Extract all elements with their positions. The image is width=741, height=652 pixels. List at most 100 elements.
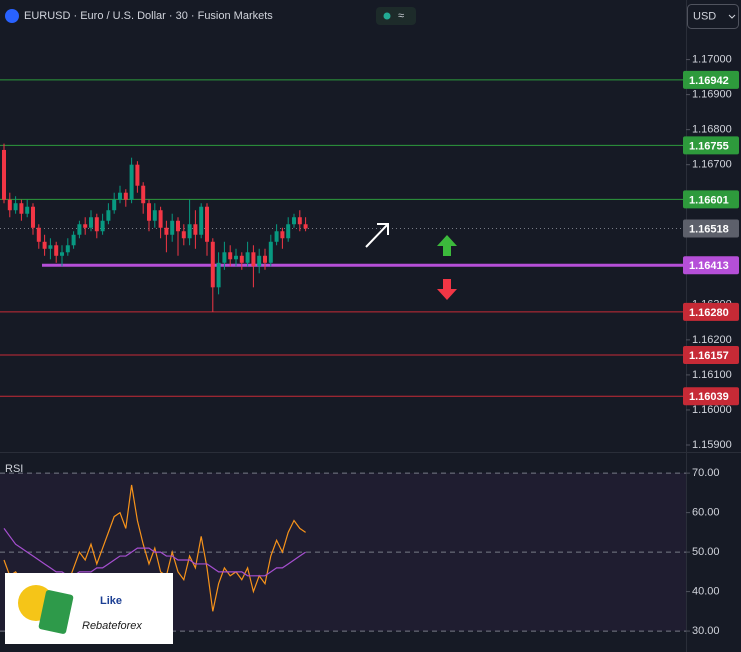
candle-body xyxy=(118,192,122,200)
candle-body xyxy=(280,231,285,239)
logo-note xyxy=(38,590,74,634)
candle-body xyxy=(65,245,70,253)
candle-body xyxy=(251,252,256,267)
candle-body xyxy=(100,220,105,232)
y-tick-label: 1.16800 xyxy=(692,124,732,136)
status-dot xyxy=(383,12,391,20)
candle-body xyxy=(83,224,88,228)
candle-body xyxy=(210,241,215,288)
y-tick-label: 60.00 xyxy=(692,507,720,519)
candle-body xyxy=(170,220,175,235)
candle-body xyxy=(286,224,291,239)
level-label: 1.16942 xyxy=(689,75,729,87)
candle-body xyxy=(13,203,18,211)
logo-like: Like xyxy=(100,595,122,607)
status-badge xyxy=(376,7,416,25)
candle-body xyxy=(112,199,117,211)
candle-body xyxy=(129,164,134,200)
level-label-box xyxy=(683,256,739,275)
candle-body xyxy=(54,245,59,256)
candle-body xyxy=(2,149,6,200)
candle-body xyxy=(257,255,262,267)
y-tick-label: 1.15900 xyxy=(692,439,732,451)
candle-body xyxy=(158,210,163,228)
candle-body xyxy=(228,252,233,260)
level-label-box xyxy=(683,136,739,155)
candle-body xyxy=(48,245,53,249)
candle-body xyxy=(42,241,47,249)
level-label-box xyxy=(683,387,739,406)
status-icon: ≈ xyxy=(398,10,404,22)
y-tick-label: 30.00 xyxy=(692,625,720,637)
chart-title: EURUSD · Euro / U.S. Dollar · 30 · Fusio… xyxy=(24,10,273,22)
candle-body xyxy=(60,252,64,256)
candle-body xyxy=(77,224,82,235)
level-label: 1.16280 xyxy=(689,307,729,319)
level-label: 1.16039 xyxy=(689,391,729,403)
level-label-box xyxy=(683,70,739,89)
level-label: 1.16601 xyxy=(689,194,729,206)
candle-body xyxy=(71,234,76,246)
candle-body xyxy=(222,252,227,263)
y-tick-label: 40.00 xyxy=(692,585,720,597)
last-price-label: 1.16518 xyxy=(689,223,729,235)
candle-body xyxy=(152,210,157,221)
candle-body xyxy=(19,203,24,214)
level-label-box xyxy=(683,345,739,364)
y-tick-label: 1.17000 xyxy=(692,53,732,65)
level-label: 1.16157 xyxy=(689,350,729,362)
rsi-line xyxy=(3,528,306,577)
candle-body xyxy=(176,220,180,232)
rsi-title: RSI xyxy=(5,463,23,475)
y-tick-label: 1.16200 xyxy=(692,334,732,346)
y-tick-label: 1.16000 xyxy=(692,404,732,416)
level-label-box xyxy=(683,302,739,321)
currency-label: USD xyxy=(693,10,716,22)
candle-body xyxy=(181,231,186,239)
plot: 1.170001.169001.168001.167001.163001.162… xyxy=(0,53,739,637)
candle-body xyxy=(274,231,279,242)
candle-body xyxy=(123,192,128,200)
candle-body xyxy=(36,227,41,242)
candle-body xyxy=(216,262,221,288)
candle-body xyxy=(292,217,296,225)
candle-body xyxy=(164,227,169,235)
down-arrow xyxy=(437,279,457,300)
candle-body xyxy=(239,255,244,263)
logo-brand: Rebateforex xyxy=(82,620,142,632)
candle-body xyxy=(245,252,250,263)
last-price-box xyxy=(683,219,739,238)
logo: Like Rebateforex xyxy=(5,573,173,644)
candle-body xyxy=(31,206,35,228)
candle-body xyxy=(135,164,140,186)
candle-body xyxy=(94,217,99,232)
candle-body xyxy=(7,199,12,211)
candle-body xyxy=(268,241,273,263)
up-arrow xyxy=(437,235,457,256)
candle-body xyxy=(147,203,151,221)
candle-body xyxy=(89,217,93,228)
y-tick-label: 1.16100 xyxy=(692,369,732,381)
candle-body xyxy=(199,206,204,235)
level-label-box xyxy=(683,190,739,209)
y-tick-label: 1.16900 xyxy=(692,89,732,101)
candle-body xyxy=(263,255,267,263)
level-label: 1.16755 xyxy=(689,140,729,152)
y-tick-label: 70.00 xyxy=(692,467,720,479)
trend-arrow xyxy=(365,223,389,248)
candle-body xyxy=(205,206,209,242)
candle-body xyxy=(234,255,238,260)
level-label: 1.16413 xyxy=(689,260,729,272)
symbol-icon xyxy=(5,9,19,23)
y-tick-label: 50.00 xyxy=(692,546,720,558)
candle-body xyxy=(297,217,302,225)
candle-body xyxy=(106,210,111,221)
candle-body xyxy=(25,206,30,214)
candle-body xyxy=(193,224,198,235)
candle-body xyxy=(303,224,308,229)
dropdown-caret xyxy=(728,14,736,19)
y-tick-label: 1.16700 xyxy=(692,159,732,171)
currency-button[interactable] xyxy=(687,4,739,29)
